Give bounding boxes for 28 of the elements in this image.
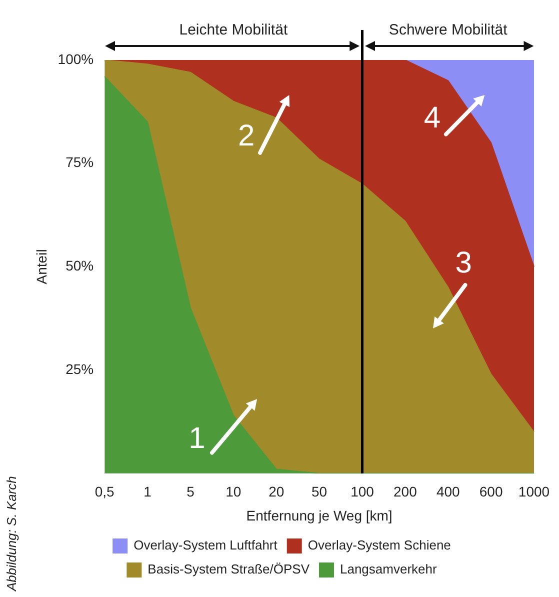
annotation: 1 <box>188 422 206 455</box>
text: Abbildung: S. Karch <box>4 476 19 591</box>
x-tick-label: 0,5 <box>94 484 115 500</box>
x-tick-label: 1 <box>144 484 152 500</box>
legend-label: Overlay-System Luftfahrt <box>134 538 278 553</box>
legend-label: Overlay-System Schiene <box>308 538 451 553</box>
x-tick-label: 10 <box>226 484 242 500</box>
y-tick-label: 100% <box>58 50 94 67</box>
legend-label: Langsamverkehr <box>340 562 438 577</box>
x-tick-label: 50 <box>312 484 328 500</box>
x-tick-label: 200 <box>394 484 418 500</box>
x-tick-label: 5 <box>186 484 195 500</box>
text: Leichte Mobilität <box>179 22 288 39</box>
annotation: 2 <box>238 120 255 153</box>
annotation: 3 <box>455 246 472 280</box>
y-tick-label: 50% <box>66 258 94 274</box>
x-axis-title: Entfernung je Weg [km] <box>246 507 392 524</box>
annotation: 4 <box>424 101 441 134</box>
y-axis-title: Anteil <box>33 249 50 284</box>
x-tick-label: 20 <box>268 484 284 500</box>
x-tick-label: 100 <box>350 484 374 500</box>
x-tick-label: 600 <box>479 484 503 500</box>
x-tick-label: 1000 <box>518 484 550 500</box>
legend-label: Basis-System Straße/ÖPSV <box>148 562 310 577</box>
y-tick-label: 75% <box>66 154 94 170</box>
x-tick-label: 400 <box>436 484 460 500</box>
text: Schwere Mobilität <box>388 22 508 39</box>
y-tick-label: 25% <box>66 360 94 377</box>
